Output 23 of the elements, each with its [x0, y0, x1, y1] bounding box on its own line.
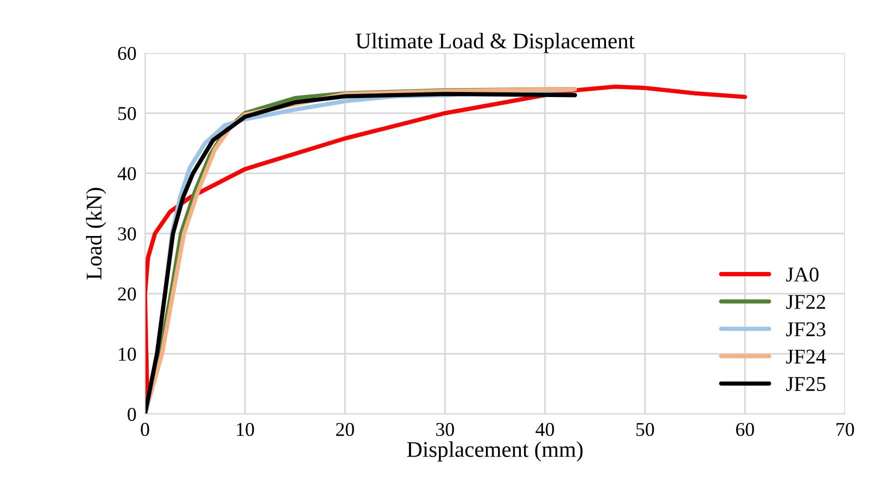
x-tick-label: 60 — [736, 422, 754, 436]
legend-label: JF24 — [786, 350, 826, 364]
x-tick-label: 10 — [236, 422, 254, 436]
x-tick-label: 70 — [836, 422, 854, 436]
legend-label: JF23 — [786, 322, 826, 336]
legend-label: JF22 — [786, 294, 826, 309]
x-axis-title: Displacement (mm) — [407, 441, 583, 462]
chart-title: Ultimate Load & Displacement — [356, 32, 635, 53]
legend-label: JA0 — [786, 268, 818, 282]
y-tick-label: 40 — [118, 167, 136, 180]
x-tick-label: 30 — [436, 422, 454, 436]
y-tick-label: 20 — [118, 287, 136, 301]
y-tick-label: 0 — [128, 408, 136, 421]
y-tick-label: 50 — [118, 106, 136, 120]
y-axis-title: Load (kN) — [86, 188, 106, 280]
x-tick-label: 40 — [536, 422, 554, 436]
y-tick-label: 60 — [118, 46, 136, 60]
legend-label: JF25 — [786, 377, 826, 392]
y-tick-label: 30 — [118, 227, 136, 240]
x-tick-label: 0 — [140, 422, 150, 436]
x-tick-label: 20 — [336, 422, 354, 436]
y-tick-label: 10 — [118, 348, 136, 361]
x-tick-label: 50 — [636, 422, 654, 436]
